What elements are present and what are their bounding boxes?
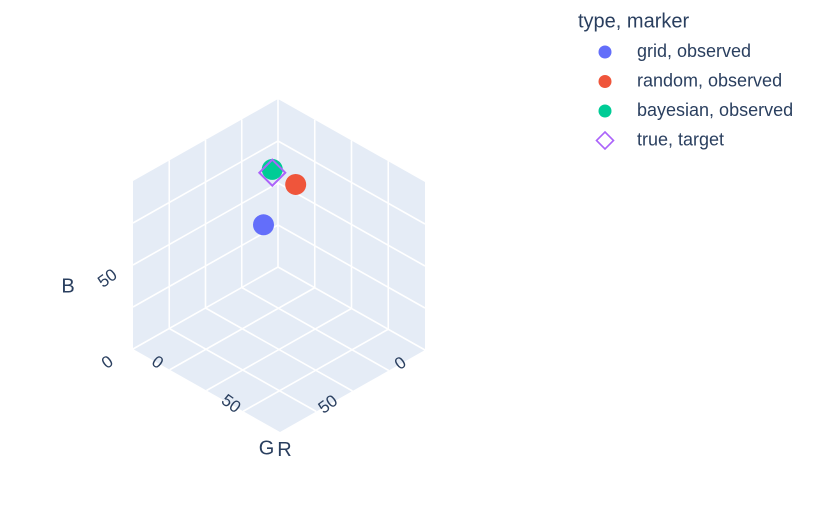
gridline-floor-g [205,307,353,392]
legend-item[interactable]: bayesian, observed [598,100,794,120]
data-point-circle-1-0[interactable] [285,173,307,195]
gridline-gb-b [132,182,279,266]
legend-label: grid, observed [637,41,751,61]
legend-marker [598,45,612,59]
legend-marker [595,130,615,151]
legend-item[interactable]: true, target [595,129,725,151]
data-points [253,158,307,236]
gridline-rb-b [277,140,426,225]
legend-marker [598,104,612,118]
data-point-diamond-open-3-0[interactable] [257,158,287,188]
legend-item[interactable]: grid, observed [598,41,752,61]
axis-title-g: G [259,437,275,459]
legend-label: bayesian, observed [637,100,793,120]
data-point-circle-0-0[interactable] [253,214,274,236]
data-point-circle-2-0[interactable] [261,158,283,180]
gridlines [132,99,426,413]
pane-edge-g [132,266,279,350]
gridline-rb-b [277,182,426,267]
legend-title: type, marker [578,10,689,32]
legend[interactable]: type, marker grid, observed random, observ… [578,10,794,151]
tick-label-b: 0 [98,352,117,373]
axis-title-b: B [61,275,74,297]
legend-label: true, target [637,129,724,149]
gridline-floor-g [168,327,317,413]
gridline-gb-b [132,140,279,224]
legend-item[interactable]: random, observed [598,70,783,90]
gridline-floor-r [242,328,389,412]
legend-label: random, observed [637,70,782,90]
pane-edge-r [277,266,426,351]
axis-title-r: R [277,439,291,461]
tick-label-b: 50 [94,265,120,291]
legend-marker [598,75,612,88]
